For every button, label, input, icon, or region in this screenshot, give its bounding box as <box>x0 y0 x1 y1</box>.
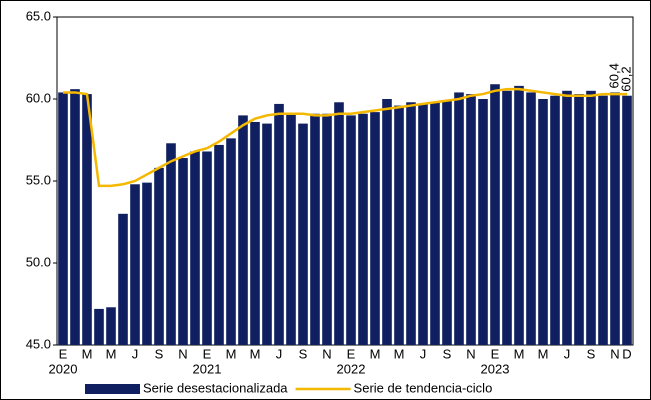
bar <box>598 95 608 345</box>
bar <box>94 308 104 345</box>
bar <box>334 102 344 345</box>
x-tick-label: D <box>622 346 631 361</box>
bar <box>274 103 284 345</box>
x-group-label: 2022 <box>337 361 366 376</box>
x-tick-label: S <box>443 346 452 361</box>
bar <box>310 113 320 345</box>
legend-label: Serie de tendencia-ciclo <box>354 380 493 395</box>
x-group-label: 2023 <box>481 361 510 376</box>
bar <box>154 167 164 345</box>
bar <box>58 92 68 345</box>
bar <box>502 90 512 345</box>
bar <box>382 99 392 345</box>
bar <box>202 151 212 345</box>
bar <box>178 158 188 345</box>
bar <box>166 143 176 345</box>
bar <box>478 99 488 345</box>
x-tick-label: E <box>59 346 68 361</box>
x-tick-label: S <box>587 346 596 361</box>
bar <box>526 92 536 345</box>
bar <box>142 182 152 345</box>
x-tick-label: J <box>276 346 283 361</box>
bar <box>322 113 332 345</box>
bar <box>286 113 296 345</box>
bar <box>106 307 116 345</box>
bar <box>610 92 620 345</box>
x-tick-label: M <box>514 346 525 361</box>
x-tick-label: E <box>347 346 356 361</box>
x-tick-label: M <box>394 346 405 361</box>
bar <box>82 94 92 345</box>
bar <box>226 138 236 345</box>
value-label: 60,4 <box>606 63 621 88</box>
x-tick-label: S <box>155 346 164 361</box>
x-tick-label: M <box>106 346 117 361</box>
y-tick-label: 50.0 <box>26 254 51 269</box>
bar <box>586 90 596 345</box>
value-label: 60,2 <box>618 66 633 91</box>
y-tick-label: 60.0 <box>26 90 51 105</box>
bar <box>418 103 428 345</box>
trend-line <box>63 87 627 188</box>
bar <box>622 95 632 345</box>
bar <box>394 105 404 345</box>
x-group-label: 2020 <box>49 361 78 376</box>
bar <box>550 95 560 345</box>
x-tick-label: N <box>466 346 475 361</box>
x-tick-label: E <box>203 346 212 361</box>
x-tick-label: N <box>610 346 619 361</box>
bar <box>454 92 464 345</box>
bar <box>70 89 80 345</box>
bar <box>118 213 128 345</box>
x-group-label: 2021 <box>193 361 222 376</box>
x-tick-label: J <box>132 346 139 361</box>
bar <box>214 144 224 345</box>
x-tick-label: M <box>82 346 93 361</box>
bar <box>130 184 140 345</box>
bar <box>562 90 572 345</box>
bar <box>262 123 272 345</box>
bar <box>370 112 380 346</box>
legend-swatch <box>85 384 140 394</box>
bar <box>298 123 308 345</box>
bar <box>514 85 524 345</box>
x-tick-label: S <box>299 346 308 361</box>
x-tick-label: M <box>370 346 381 361</box>
x-tick-label: J <box>564 346 571 361</box>
bar <box>466 94 476 345</box>
bar <box>190 151 200 345</box>
x-tick-label: M <box>538 346 549 361</box>
bar <box>538 99 548 345</box>
x-tick-label: N <box>178 346 187 361</box>
y-tick-label: 55.0 <box>26 172 51 187</box>
y-tick-label: 65.0 <box>26 8 51 23</box>
x-tick-label: N <box>322 346 331 361</box>
bar <box>490 84 500 346</box>
x-tick-label: J <box>420 346 427 361</box>
bar <box>406 102 416 345</box>
legend-label: Serie desestacionalizada <box>143 380 288 395</box>
bar <box>238 115 248 346</box>
bar <box>250 121 260 346</box>
x-tick-label: E <box>491 346 500 361</box>
x-tick-label: M <box>226 346 237 361</box>
plot-border <box>56 16 634 346</box>
y-tick-label: 45.0 <box>26 336 51 351</box>
bar <box>346 115 356 346</box>
bar <box>574 94 584 345</box>
bar <box>430 102 440 345</box>
x-tick-label: M <box>250 346 261 361</box>
bar <box>358 113 368 345</box>
bar <box>442 100 452 345</box>
